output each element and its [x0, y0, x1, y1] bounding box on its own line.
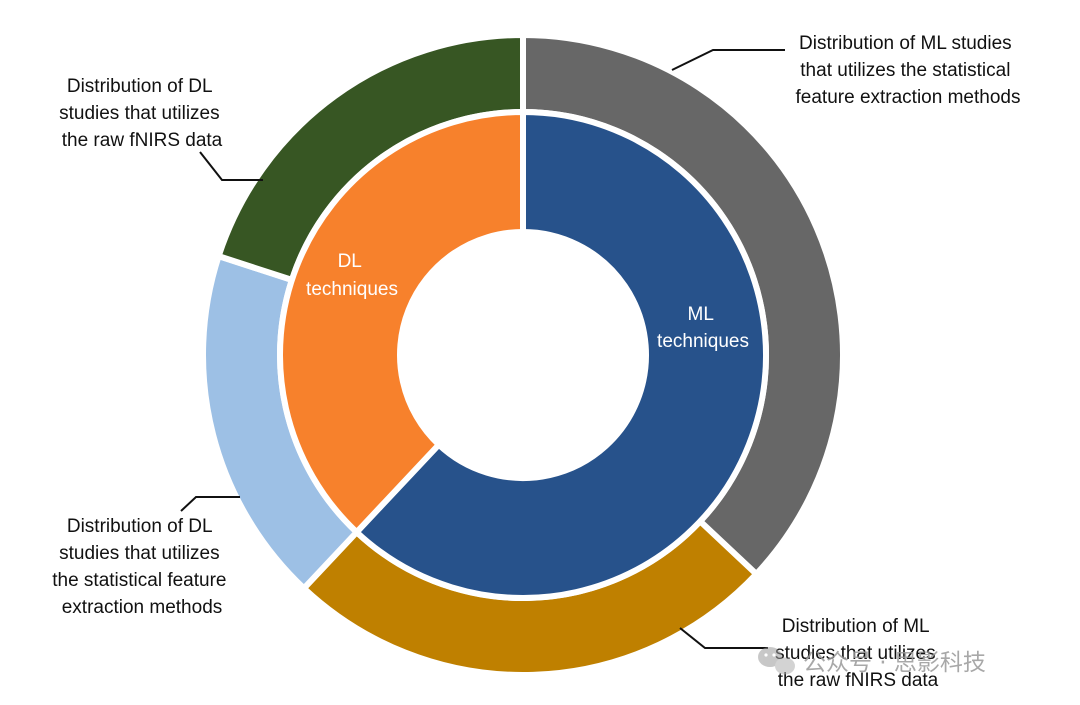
annotation-ml-raw: Distribution of ML studies that utilizes… — [775, 616, 941, 691]
annotation-dl-raw: Distribution of DL studies that utilizes… — [59, 76, 225, 151]
leader-dl-statistical — [180, 496, 240, 512]
leader-ml-statistical — [671, 49, 785, 71]
watermark: 公众号 · 思影科技 — [758, 647, 986, 676]
inner-slice-dl-techniques — [277, 108, 526, 537]
inner-label-ml: ML techniques — [657, 304, 749, 352]
leader-lines — [180, 49, 785, 649]
inner-slice-ml-techniques — [352, 108, 769, 601]
annotation-ml-statistical: Distribution of ML studies that utilizes… — [796, 33, 1021, 108]
watermark-text: 公众号 · 思影科技 — [803, 650, 986, 676]
inner-ring — [277, 108, 769, 601]
wechat-icon — [758, 647, 795, 675]
inner-label-dl: DL techniques — [306, 251, 398, 300]
leader-dl-raw — [199, 151, 263, 181]
leader-ml-raw — [679, 627, 768, 649]
annotation-dl-statistical: Distribution of DL studies that utilizes… — [52, 516, 232, 618]
